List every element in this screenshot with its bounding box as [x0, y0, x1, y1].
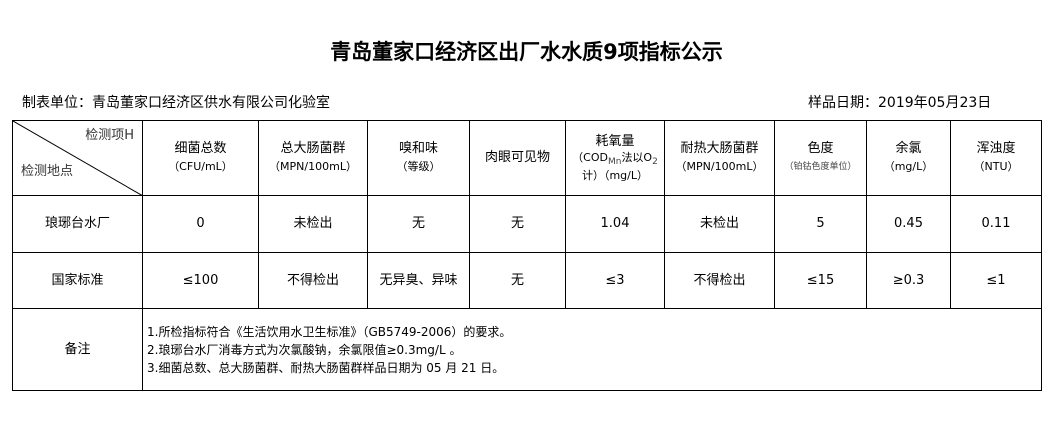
- cell: 无: [367, 195, 470, 253]
- note-line: 2.琅琊台水厂消毒方式为次氯酸钠，余氯限值≥0.3mg/L 。: [147, 342, 462, 357]
- corner-site-label: 检测地点: [21, 164, 74, 179]
- table-row: 琅琊台水厂 0 未检出 无 无 1.04 未检出 5 0.45 0.11: [12, 195, 1042, 253]
- cell: 无: [469, 195, 566, 253]
- note-line: 3.细菌总数、总大肠菌群、耐热大肠菌群样品日期为 05 月 21 日。: [147, 360, 505, 375]
- header-name: 总大肠菌群: [280, 141, 346, 156]
- diagonal-line: [13, 121, 143, 196]
- cell: 5: [774, 195, 867, 253]
- cell: ≤3: [565, 252, 665, 309]
- unit-sub: 2: [652, 157, 658, 168]
- header-unit: （CFU/mL）: [168, 160, 233, 173]
- cell: ≤100: [142, 252, 259, 309]
- header-chlorine: 余氯 （mg/L）: [866, 120, 951, 196]
- header-color: 色度 （铂钴色度单位）: [774, 120, 867, 196]
- unit-sub: Mn: [607, 157, 622, 168]
- quality-table: 检测项H 检测地点 细菌总数 （CFU/mL） 总大肠菌群 （MPN/100mL） …: [12, 120, 1042, 391]
- header-unit: （等级）: [396, 160, 441, 173]
- unit-part: （COD: [572, 150, 608, 164]
- cell: 无: [469, 252, 566, 309]
- header-name: 肉眼可见物: [484, 150, 550, 165]
- page-title: 青岛董家口经济区出厂水水质9项指标公示: [330, 40, 723, 64]
- cell: 1.04: [565, 195, 665, 253]
- cell: 不得检出: [664, 252, 775, 309]
- header-name: 细菌总数: [174, 141, 227, 156]
- note-line: 1.所检指标符合《生活饮用水卫生标准》（GB5749-2006）的要求。: [147, 324, 512, 339]
- header-name: 色度: [807, 141, 834, 156]
- header-unit: （MPN/100mL）: [675, 160, 764, 173]
- table-row: 国家标准 ≤100 不得检出 无异臭、异味 无 ≤3 不得检出 ≤15 ≥0.3…: [12, 252, 1042, 309]
- header-coliform: 总大肠菌群 （MPN/100mL）: [258, 120, 368, 196]
- header-unit: （铂钴色度单位）: [784, 162, 857, 172]
- header-name: 嗅和味: [398, 141, 438, 156]
- header-unit: （NTU）: [973, 160, 1019, 173]
- unit-label: 制表单位：青岛董家口经济区供水有限公司化验室: [22, 95, 330, 111]
- row-label: 琅琊台水厂: [12, 195, 143, 253]
- cell: 未检出: [664, 195, 775, 253]
- header-name: 耗氧量: [595, 133, 635, 149]
- header-thermo-coliform: 耐热大肠菌群 （MPN/100mL）: [664, 120, 775, 196]
- cell: 不得检出: [258, 252, 368, 309]
- cell: 0.45: [866, 195, 951, 253]
- header-unit: （MPN/100mL）: [269, 160, 357, 173]
- cell: 0.11: [950, 195, 1042, 253]
- header-name: 耐热大肠菌群: [680, 141, 759, 156]
- header-name: 余氯: [895, 141, 922, 156]
- header-unit: （mg/L）: [883, 160, 934, 173]
- corner-cell: 检测项H 检测地点: [12, 120, 143, 196]
- corner-item-label: 检测项H: [85, 128, 134, 143]
- notes-label: 备注: [12, 308, 143, 391]
- header-cod: 耗氧量 （CODMn法以O2 计）（mg/L）: [565, 120, 665, 196]
- unit-part: 计）（mg/L）: [581, 169, 649, 183]
- header-visible: 肉眼可见物: [469, 120, 566, 196]
- sample-date: 样品日期：2019年05月23日: [808, 95, 992, 111]
- header-unit: （CODMn法以O2 计）（mg/L）: [566, 151, 664, 183]
- header-row: 检测项H 检测地点 细菌总数 （CFU/mL） 总大肠菌群 （MPN/100mL） …: [12, 120, 1042, 196]
- header-turbidity: 浑浊度 （NTU）: [950, 120, 1042, 196]
- header-bacteria: 细菌总数 （CFU/mL）: [142, 120, 259, 196]
- row-label: 国家标准: [12, 252, 143, 309]
- unit-part: 法以O: [621, 150, 653, 164]
- cell: 0: [142, 195, 259, 253]
- cell: ≤15: [774, 252, 867, 309]
- notes-row: 备注 1.所检指标符合《生活饮用水卫生标准》（GB5749-2006）的要求。 …: [12, 308, 1042, 391]
- cell: 无异臭、异味: [367, 252, 470, 309]
- cell: 未检出: [258, 195, 368, 253]
- cell: ≥0.3: [866, 252, 951, 309]
- header-odor: 嗅和味 （等级）: [367, 120, 470, 196]
- header-name: 浑浊度: [976, 141, 1016, 156]
- cell: ≤1: [950, 252, 1042, 309]
- notes-content: 1.所检指标符合《生活饮用水卫生标准》（GB5749-2006）的要求。 2.琅…: [142, 308, 1042, 391]
